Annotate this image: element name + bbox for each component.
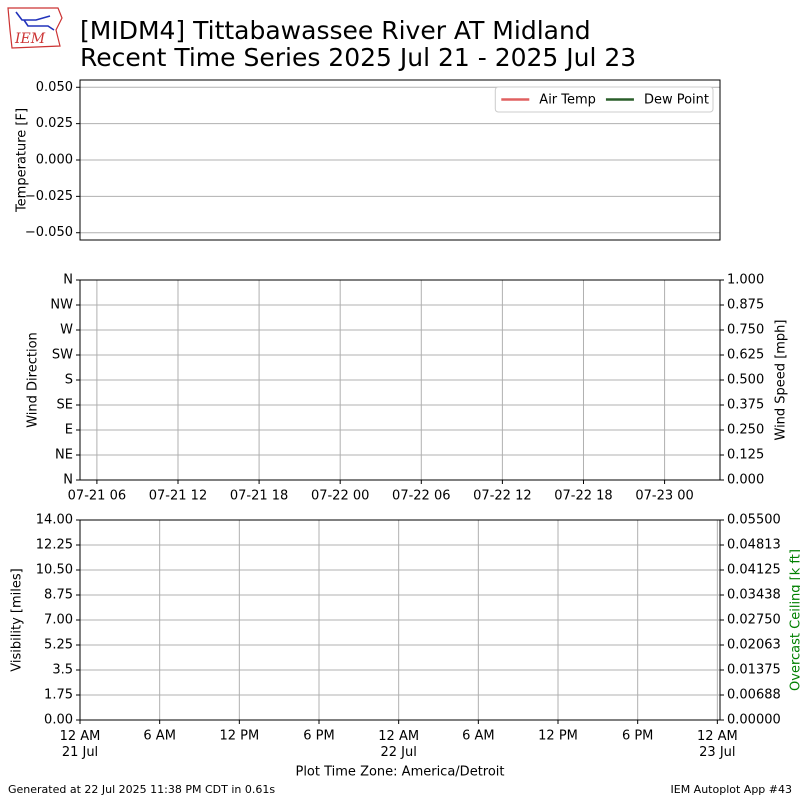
y-tick-label: SW [52, 348, 73, 363]
panel: −0.050 −0.025 0.000 0.025 0.050 Temperature [… [15, 79, 721, 241]
y2-tick-label: 0.00688 [727, 688, 781, 703]
x-tick-label: 07-22 00 [311, 489, 369, 504]
chart-subtitle: Recent Time Series 2025 Jul 21 - 2025 Ju… [80, 43, 636, 72]
y-tick-label: −0.025 [25, 189, 73, 204]
y-tick-label: E [65, 423, 73, 438]
y2-tick-label: 0.000 [727, 473, 764, 488]
y2-tick-label: 0.00000 [727, 713, 781, 728]
x-tick-label: 12 AM 23 Jul [697, 729, 738, 760]
chart-title: [MIDM4] Tittabawassee River AT Midland [80, 16, 591, 45]
panel: 0.00 1.75 3.5 5.25 7.00 8.75 10.50 12.25 14.00 0.… [10, 513, 800, 780]
y-tick-label: 5.25 [44, 638, 73, 653]
y-tick-label: 0.00 [44, 713, 73, 728]
y-axis-label: Visibility [miles] [10, 568, 25, 671]
x-tick-label: 07-21 06 [68, 489, 126, 504]
legend-label: Dew Point [644, 93, 709, 108]
y2-tick-label: 0.625 [727, 348, 764, 363]
y-tick-label: 3.5 [52, 663, 73, 678]
y2-tick-label: 0.01375 [727, 663, 781, 678]
y-tick-label: 7.00 [44, 613, 73, 628]
panel: N NE E SE S SW W NW N 0.000 0.125 0.250 0.375 0.500 0.… [26, 273, 789, 504]
x-tick-label: 07-21 12 [149, 489, 207, 504]
y2-tick-label: 0.02750 [727, 613, 781, 628]
plot-frame [79, 79, 721, 241]
legend-frame [494, 86, 714, 113]
footer-generated: Generated at 22 Jul 2025 11:38 PM CDT in… [8, 783, 275, 796]
y-tick-label: 12.25 [36, 538, 73, 553]
x-tick-label: 07-22 18 [554, 489, 612, 504]
footer-app: IEM Autoplot App #43 [671, 783, 793, 796]
y2-tick-label: 0.03438 [727, 588, 781, 603]
y2-axis-label: Wind Speed [mph] [774, 320, 789, 441]
x-tick-label: 6 AM [143, 729, 176, 744]
y2-axis-label: Overcast Ceiling [k ft] [789, 549, 800, 691]
x-tick-label: 6 AM [462, 729, 495, 744]
y2-tick-label: 0.02063 [727, 638, 781, 653]
x-tick-label: 07-22 06 [392, 489, 450, 504]
x-tick-label: 07-22 12 [473, 489, 531, 504]
y-tick-label: 1.75 [44, 688, 73, 703]
y2-tick-label: 0.05500 [727, 513, 781, 528]
y-tick-label: SE [57, 398, 73, 413]
x-tick-label: 6 PM [622, 729, 653, 744]
y2-tick-label: 0.750 [727, 323, 764, 338]
x-axis-label: Plot Time Zone: America/Detroit [295, 765, 504, 780]
x-tick-label: 12 PM [538, 729, 578, 744]
y-tick-label: −0.050 [25, 225, 73, 240]
x-tick-label: 6 PM [303, 729, 334, 744]
y-tick-label: 10.50 [36, 563, 73, 578]
plot-frame [79, 279, 721, 481]
y-tick-label: NE [55, 448, 73, 463]
y-tick-label: 0.050 [36, 80, 73, 95]
y-axis-label: Wind Direction [26, 332, 41, 428]
y2-tick-label: 0.500 [727, 373, 764, 388]
y-tick-label: NW [50, 298, 73, 313]
legend: Air Temp Dew Point [494, 86, 714, 113]
x-tick-label: 12 PM [219, 729, 259, 744]
y2-tick-label: 0.250 [727, 423, 764, 438]
x-tick-label: 07-23 00 [635, 489, 693, 504]
x-tick-label: 07-21 18 [230, 489, 288, 504]
y-tick-label: W [60, 323, 73, 338]
y2-tick-label: 0.04125 [727, 563, 781, 578]
logo-text: IEM [14, 31, 46, 47]
y-tick-label: S [65, 373, 73, 388]
y-axis-label: Temperature [F] [15, 108, 30, 213]
y2-tick-label: 0.875 [727, 298, 764, 313]
y-tick-label: 0.000 [36, 153, 73, 168]
y-tick-label: N [63, 273, 73, 288]
y2-tick-label: 0.125 [727, 448, 764, 463]
x-tick-label: 12 AM 21 Jul [60, 729, 101, 760]
y-tick-label: 0.025 [36, 116, 73, 131]
y2-tick-label: 0.04813 [727, 538, 781, 553]
y-tick-label: 8.75 [44, 588, 73, 603]
logo: IEM [7, 7, 63, 49]
y2-tick-label: 1.000 [727, 273, 764, 288]
y-tick-label: 14.00 [36, 513, 73, 528]
plot-frame [79, 519, 721, 721]
x-tick-label: 12 AM 22 Jul [378, 729, 419, 760]
y2-tick-label: 0.375 [727, 398, 764, 413]
legend-label: Air Temp [539, 93, 596, 108]
y-tick-label: N [63, 473, 73, 488]
